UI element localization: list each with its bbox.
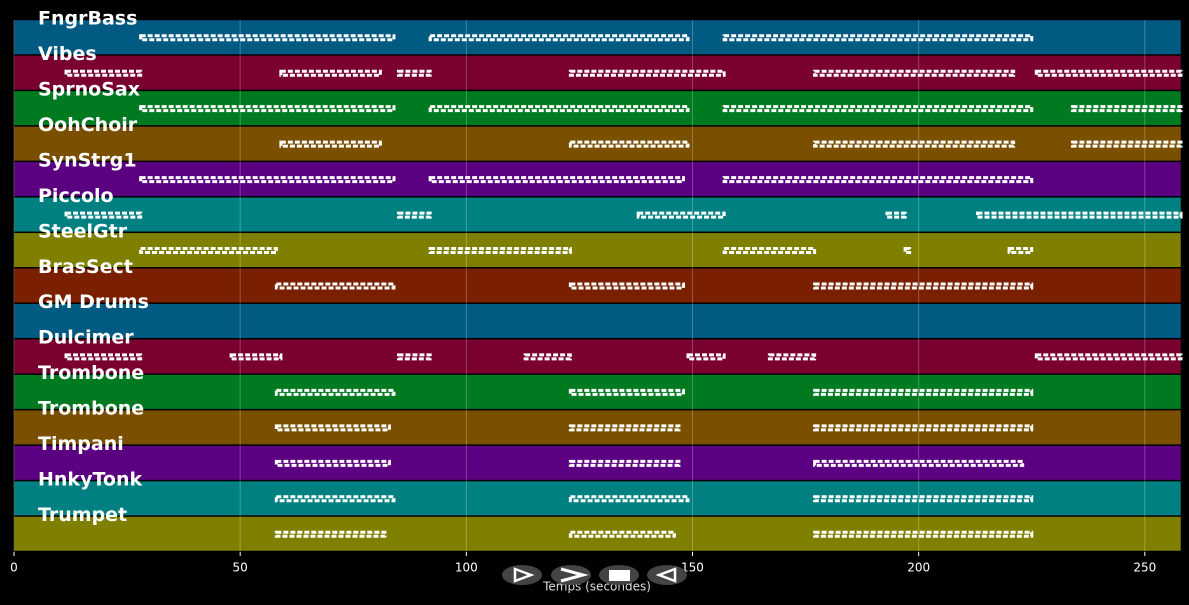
note-segment [813,495,1034,503]
notes [64,34,1183,538]
note-segment [813,388,1034,396]
note-segment [139,176,396,184]
note-segment [64,69,143,77]
player-controls [502,565,687,585]
note-segment [885,211,907,219]
track-row [13,338,1182,374]
track-label: Piccolo [38,185,114,207]
note-segment [274,282,396,290]
grid [13,20,1146,552]
note-segment [903,247,912,255]
note-segment [813,69,1016,77]
track-label: Trumpet [38,504,127,526]
note-segment [64,211,143,219]
track-label: Timpani [38,433,124,455]
note-segment [722,247,817,255]
note-segment [568,69,726,77]
note-segment [428,247,572,255]
x-tick-label: 150 [681,561,704,575]
note-segment [229,353,283,361]
x-tick-label: 250 [1133,561,1156,575]
note-segment [428,105,690,113]
track-label: SynStrg1 [38,149,137,171]
note-segment [722,105,1034,113]
x-tick-label: 50 [233,561,248,575]
track-label: HnkyTonk [38,469,142,491]
x-tick-label: 200 [907,561,930,575]
track-row [13,480,1182,516]
x-axis: 0 50 100 150 200 250 [10,552,1156,575]
note-segment [428,34,690,42]
note-segment [139,105,396,113]
note-segment [274,388,396,396]
note-segment [396,69,432,77]
note-segment [279,140,382,148]
track-label: SprnoSax [38,78,140,100]
track-label: OohChoir [38,114,138,136]
track-row [13,90,1182,126]
track-labels: FngrBass Vibes SprnoSax OohChoir SynStrg1 Pic… [38,8,149,527]
note-segment [636,211,726,219]
note-segment [139,247,278,255]
x-tick-label: 100 [455,561,478,575]
track-label: FngrBass [38,8,137,30]
note-segment [568,530,676,538]
x-tick-label: 0 [10,561,18,575]
track-label: Vibes [38,43,97,65]
track-label: SteelGtr [38,220,128,242]
track-label: Dulcimer [38,327,134,349]
note-segment [767,353,817,361]
stop-button[interactable] [599,565,639,585]
track-label: GM Drums [38,291,149,313]
forward-button[interactable] [551,565,591,585]
note-segment [813,459,1025,467]
note-segment [813,424,1034,432]
note-segment [523,353,572,361]
track-row [13,232,1182,268]
note-segment [396,211,432,219]
note-segment [975,211,1183,219]
note-segment [813,530,1034,538]
track-label: BrasSect [38,256,133,278]
back-button[interactable] [647,565,687,585]
note-segment [813,282,1034,290]
note-segment [568,140,690,148]
play-button[interactable] [502,565,542,585]
track-row [13,303,1182,339]
note-segment [1007,247,1034,255]
note-segment [274,424,391,432]
track-label: Trombone [38,398,144,420]
note-segment [722,34,1034,42]
note-segment [568,388,685,396]
note-segment [813,140,1016,148]
note-segment [428,176,685,184]
note-segment [139,34,396,42]
note-segment [568,495,690,503]
note-segment [274,495,396,503]
note-segment [279,69,382,77]
note-segment [1034,353,1183,361]
tracks [13,19,1182,552]
note-segment [722,176,1034,184]
note-segment [396,353,432,361]
note-segment [568,282,685,290]
note-segment [686,353,726,361]
note-segment [64,353,143,361]
note-segment [1034,69,1183,77]
track-label: Trombone [38,362,144,384]
note-segment [274,459,391,467]
